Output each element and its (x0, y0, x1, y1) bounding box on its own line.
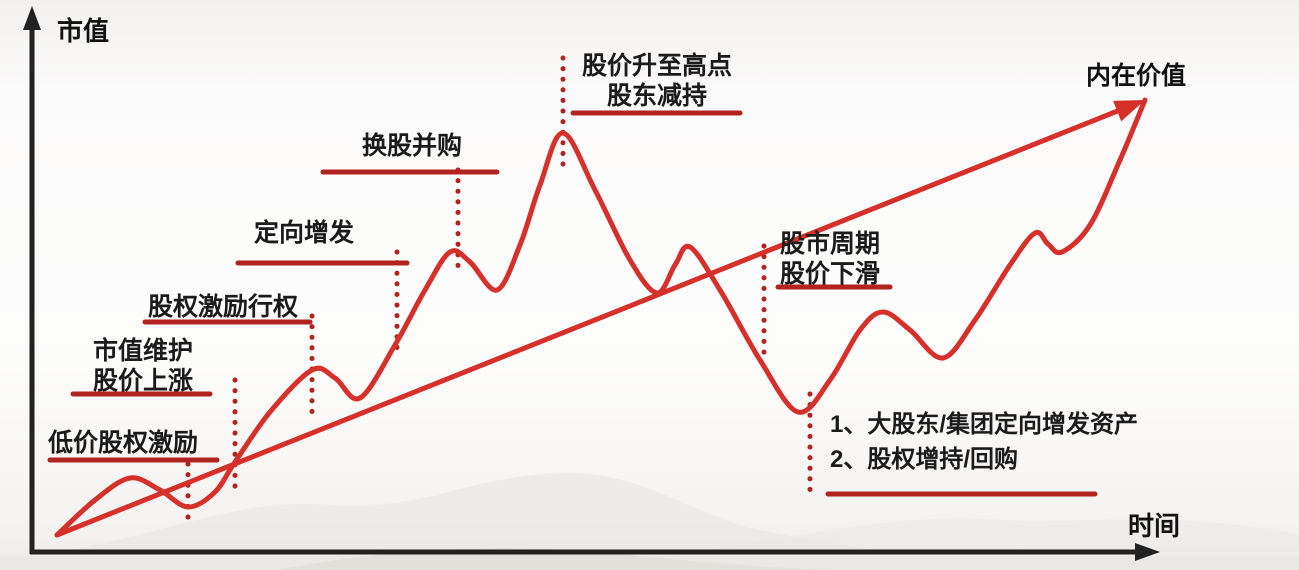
annotation-text: 股价上涨 (92, 367, 193, 395)
annotation-underlines (47, 110, 1098, 497)
axes (23, 6, 1160, 561)
trend-line-label: 内在价值 (1086, 62, 1187, 90)
annotation-price-peak-selldown: 股价升至高点 股东减持 (568, 51, 746, 111)
chart-series (54, 97, 1148, 538)
annotation-text: 1、大股东/集团定向增发资产 (830, 411, 1139, 438)
dotted-guides (185, 55, 813, 523)
background-mountains (0, 472, 1299, 570)
annotation-market-value-maintenance: 市值维护 股价上涨 (72, 336, 214, 396)
annotation-bottom-measures: 1、大股东/集团定向增发资产 2、股权增持/回购 (830, 407, 1138, 477)
x-axis-arrow-icon (1135, 543, 1160, 561)
annotation-text: 定向增发 (254, 219, 355, 247)
annotation-low-price-equity-incentive: 低价股权激励 (48, 428, 198, 458)
annotation-text: 股权激励行权 (148, 293, 299, 321)
annotation-text: 股东减持 (606, 82, 707, 110)
intrinsic-value-line (54, 106, 1126, 538)
intrinsic-value-arrow-icon (1113, 100, 1145, 122)
annotation-text: 2、股权增持/回购 (830, 446, 1019, 473)
annotation-equity-incentive-exercise: 股权激励行权 (148, 292, 298, 322)
annotation-share-swap-merger: 换股并购 (362, 131, 462, 161)
market-value-curve (54, 97, 1148, 538)
annotation-text: 股价下滑 (780, 260, 881, 288)
annotation-private-placement: 定向增发 (254, 218, 354, 248)
annotation-market-cycle-decline: 股市周期 股价下滑 (780, 229, 880, 289)
y-axis-arrow-icon (23, 6, 41, 30)
y-axis-label: 市值 (57, 16, 110, 46)
annotation-text: 股市周期 (780, 230, 881, 258)
annotation-text: 股价升至高点 (581, 52, 732, 80)
x-axis-label: 时间 (1128, 511, 1181, 541)
annotation-text: 市值维护 (92, 337, 193, 365)
annotation-text: 低价股权激励 (48, 429, 199, 457)
annotation-text: 换股并购 (362, 132, 463, 160)
